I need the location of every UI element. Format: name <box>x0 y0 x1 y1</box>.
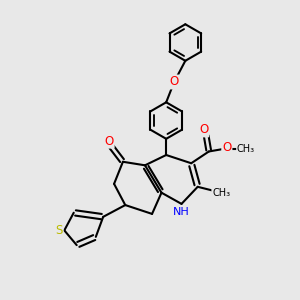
Text: S: S <box>55 224 63 237</box>
Text: CH₃: CH₃ <box>212 188 230 198</box>
Text: O: O <box>169 76 179 88</box>
Text: O: O <box>222 141 232 154</box>
Text: CH₃: CH₃ <box>237 143 255 154</box>
Text: O: O <box>104 135 114 148</box>
Text: NH: NH <box>173 207 190 217</box>
Text: O: O <box>199 124 208 136</box>
